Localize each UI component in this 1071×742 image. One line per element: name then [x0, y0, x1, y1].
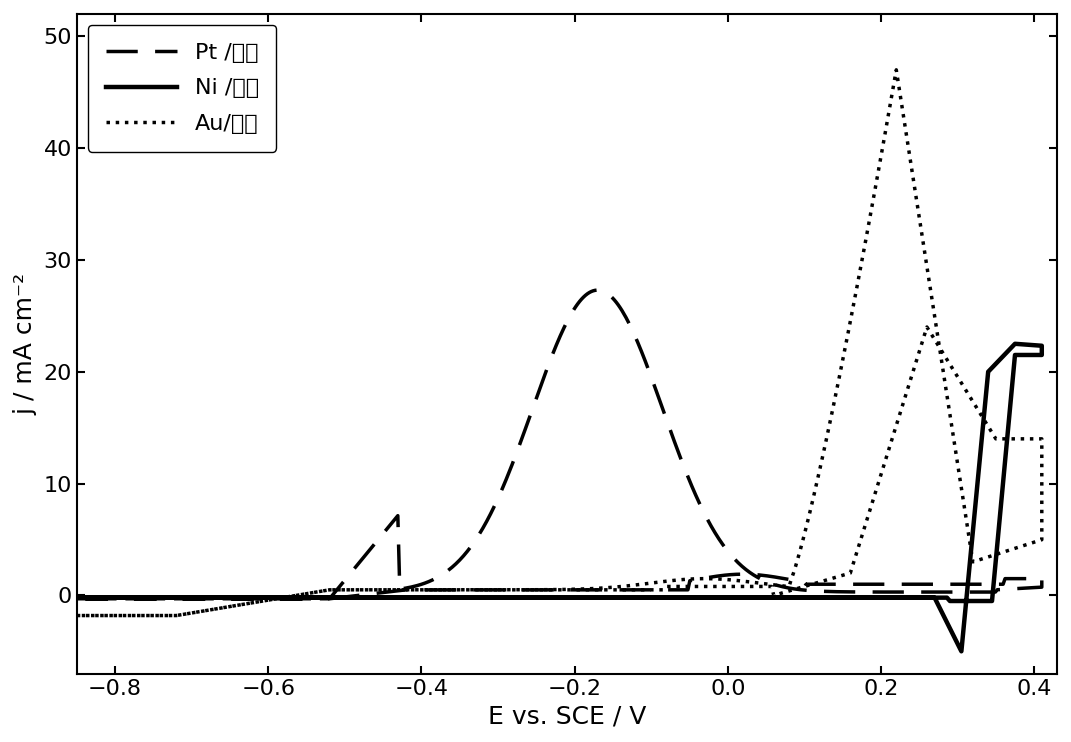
Pt /炊黒: [674, 585, 687, 594]
Ni /炊黒: [214, 593, 227, 602]
Ni /炊黒: [190, 593, 202, 602]
Pt /炊黒: [590, 286, 603, 295]
Au/炊黒: [995, 434, 1008, 443]
Ni /炊黒: [71, 593, 84, 602]
Ni /炊黒: [905, 593, 918, 602]
Au/炊黒: [71, 611, 84, 620]
Pt /炊黒: [923, 588, 936, 597]
Pt /炊黒: [71, 594, 84, 603]
Ni /炊黒: [105, 593, 118, 602]
Au/炊黒: [895, 103, 908, 112]
Legend: Pt /炊黒, Ni /炊黒, Au/炊黒: Pt /炊黒, Ni /炊黒, Au/炊黒: [88, 25, 276, 151]
Line: Pt /炊黒: Pt /炊黒: [77, 290, 1042, 599]
Y-axis label: j / mA cm⁻²: j / mA cm⁻²: [14, 273, 37, 415]
Pt /炊黒: [494, 585, 507, 594]
Au/炊黒: [930, 337, 942, 346]
Au/炊黒: [826, 574, 839, 582]
Ni /炊黒: [955, 647, 968, 656]
Pt /炊黒: [71, 594, 84, 603]
Ni /炊黒: [71, 593, 84, 602]
Ni /炊黒: [1009, 339, 1022, 348]
Pt /炊黒: [854, 588, 866, 597]
Line: Ni /炊黒: Ni /炊黒: [77, 344, 1042, 651]
X-axis label: E vs. SCE / V: E vs. SCE / V: [487, 704, 646, 728]
Au/炊黒: [890, 65, 903, 74]
Au/炊黒: [71, 611, 84, 620]
Ni /炊黒: [854, 593, 866, 602]
Pt /炊黒: [268, 594, 281, 603]
Au/炊黒: [497, 585, 510, 594]
Ni /炊黒: [940, 617, 953, 626]
Pt /炊黒: [459, 585, 472, 594]
Line: Au/炊黒: Au/炊黒: [77, 70, 1042, 616]
Au/炊黒: [534, 585, 547, 594]
